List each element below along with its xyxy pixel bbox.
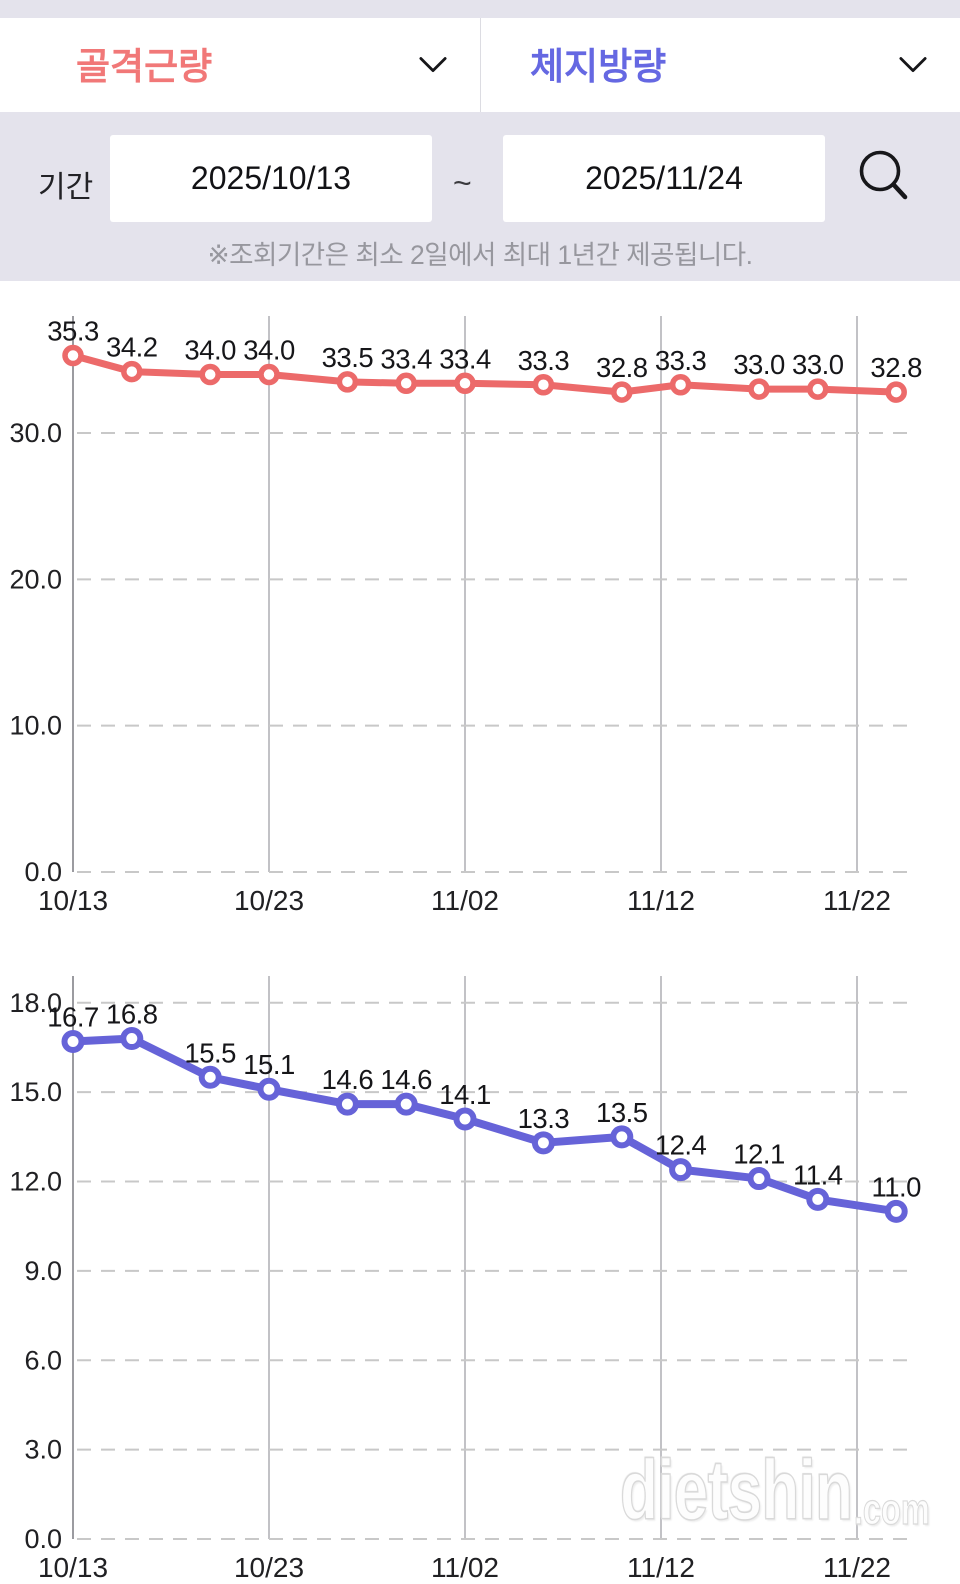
watermark: dietshin .com (619, 1443, 930, 1537)
fat-metric-select[interactable]: 체지방량 (480, 18, 960, 112)
svg-text:33.0: 33.0 (792, 349, 844, 380)
svg-text:34.2: 34.2 (106, 332, 158, 363)
svg-text:15.5: 15.5 (184, 1037, 236, 1068)
svg-text:11/02: 11/02 (431, 1552, 499, 1583)
chevron-down-icon (419, 57, 447, 72)
svg-text:35.3: 35.3 (47, 316, 99, 347)
period-row: 기간 2025/10/13 ~ 2025/11/24 (0, 112, 960, 232)
period-label: 기간 (38, 171, 94, 204)
svg-text:10.0: 10.0 (9, 711, 62, 741)
svg-text:11/12: 11/12 (627, 885, 695, 916)
svg-text:33.4: 33.4 (439, 343, 491, 374)
svg-text:33.4: 33.4 (380, 343, 432, 374)
svg-text:20.0: 20.0 (9, 564, 62, 594)
start-date-input[interactable]: 2025/10/13 (110, 135, 432, 222)
svg-text:15.1: 15.1 (243, 1049, 295, 1080)
svg-text:34.0: 34.0 (184, 335, 236, 366)
svg-text:33.0: 33.0 (733, 349, 785, 380)
svg-text:10/13: 10/13 (38, 885, 108, 916)
svg-text:11.0: 11.0 (871, 1171, 921, 1202)
svg-text:10/23: 10/23 (234, 1552, 304, 1583)
end-date-input[interactable]: 2025/11/24 (503, 135, 825, 222)
svg-text:10/23: 10/23 (234, 885, 304, 916)
svg-text:10/13: 10/13 (38, 1552, 108, 1583)
svg-text:14.1: 14.1 (439, 1079, 491, 1110)
svg-text:16.8: 16.8 (106, 999, 158, 1030)
period-note: ※조회기간은 최소 2일에서 최대 1년간 제공됩니다. (207, 240, 753, 270)
svg-text:16.7: 16.7 (47, 1002, 99, 1033)
svg-text:34.0: 34.0 (243, 335, 295, 366)
svg-text:14.6: 14.6 (380, 1064, 432, 1095)
svg-text:11/02: 11/02 (431, 885, 499, 916)
svg-text:33.3: 33.3 (518, 345, 570, 376)
svg-text:11.4: 11.4 (793, 1159, 843, 1190)
svg-text:13.3: 13.3 (518, 1103, 570, 1134)
svg-text:33.5: 33.5 (322, 342, 374, 373)
svg-text:30.0: 30.0 (9, 418, 62, 448)
muscle-metric-select[interactable]: 골격근량 (0, 18, 480, 112)
filters-panel: 골격근량 체지방량 기간 2025/10/13 ~ 2025/11/24 (0, 0, 960, 281)
end-date-value: 2025/11/24 (585, 160, 743, 196)
muscle-mass-chart: 0.0 10.0 20.0 30.0 10/13 10/23 11/02 11/12 11/22… (9, 316, 922, 916)
svg-text:0.0: 0.0 (24, 857, 62, 887)
date-range-separator: ~ (453, 165, 472, 201)
muscle-metric-label: 골격근량 (76, 45, 213, 87)
chevron-down-icon (899, 57, 927, 72)
svg-text:32.8: 32.8 (596, 352, 648, 383)
select-divider (480, 18, 481, 112)
svg-text:15.0: 15.0 (9, 1077, 62, 1107)
svg-text:6.0: 6.0 (24, 1345, 62, 1375)
svg-text:12.0: 12.0 (9, 1167, 62, 1197)
svg-text:14.6: 14.6 (322, 1064, 374, 1095)
svg-text:12.4: 12.4 (655, 1130, 707, 1161)
watermark-suffix: .com (853, 1485, 930, 1534)
watermark-text: dietshin (619, 1443, 853, 1537)
svg-text:33.3: 33.3 (655, 345, 707, 376)
svg-text:11/12: 11/12 (627, 1552, 695, 1583)
svg-text:12.1: 12.1 (733, 1139, 785, 1170)
svg-text:9.0: 9.0 (24, 1256, 62, 1286)
svg-text:11/22: 11/22 (823, 885, 891, 916)
search-icon[interactable] (851, 143, 915, 207)
svg-text:3.0: 3.0 (24, 1435, 62, 1465)
svg-text:0.0: 0.0 (24, 1524, 62, 1554)
start-date-value: 2025/10/13 (190, 160, 352, 196)
fat-metric-label: 체지방량 (530, 45, 667, 87)
svg-text:11/22: 11/22 (823, 1552, 891, 1583)
svg-text:32.8: 32.8 (870, 352, 922, 383)
body-fat-chart: 0.0 3.0 6.0 9.0 12.0 15.0 18.0 10/13 10/23 11/02 1… (9, 976, 922, 1583)
svg-text:18.0: 18.0 (9, 988, 62, 1018)
svg-text:13.5: 13.5 (596, 1097, 648, 1128)
